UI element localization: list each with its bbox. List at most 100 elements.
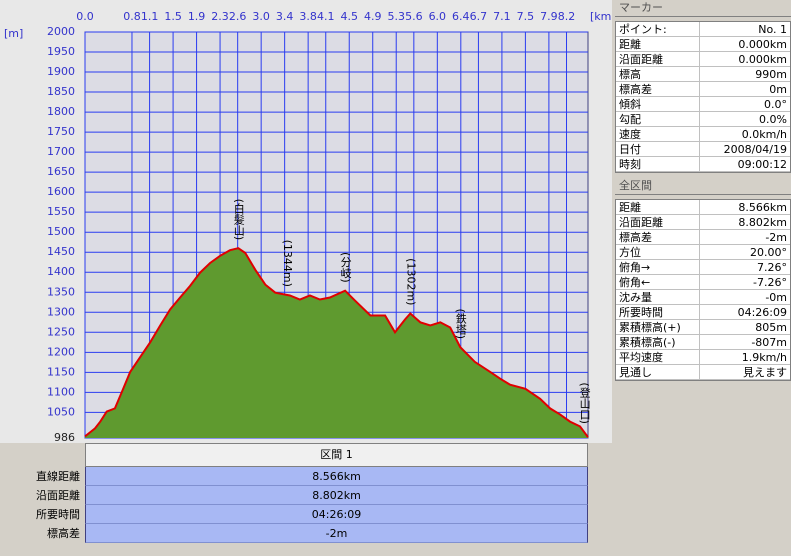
x-tick-label: 5.3	[387, 10, 405, 23]
y-tick-label: 1850	[47, 85, 75, 98]
row-label: 距離	[616, 37, 700, 51]
table-row: 方位 20.00°	[616, 245, 790, 260]
row-value: 09:00:12	[737, 158, 787, 171]
x-tick-label: 3.0	[252, 10, 270, 23]
y-tick-label: 986	[54, 431, 75, 443]
y-tick-label: 1900	[47, 65, 75, 78]
y-tick-label: 1600	[47, 185, 75, 198]
row-label: 速度	[616, 127, 700, 141]
row-value: 0.000km	[738, 53, 787, 66]
profile-line	[84, 247, 589, 438]
x-tick-label: 7.9	[540, 10, 558, 23]
summary-panel: 全区間 距離 8.566km 沿面距離 8.802km 標高差 -2m 方位 20.00° 俯角…	[615, 178, 791, 381]
waypoint-label: (登山口)	[578, 382, 591, 424]
table-row: 時刻 09:00:12	[616, 157, 790, 172]
row-value: -0m	[765, 291, 787, 304]
row-value: -807m	[751, 336, 787, 349]
table-row: 距離 0.000km	[616, 37, 790, 52]
area-fill	[85, 248, 588, 438]
row-label: 平均速度	[616, 350, 700, 364]
row-value: -7.26°	[753, 276, 787, 289]
row-value: 0.000km	[738, 38, 787, 51]
row-value: 1.9km/h	[741, 351, 787, 364]
table-row: 日付 2008/04/19	[616, 142, 790, 157]
table-row: 平均速度 1.9km/h	[616, 350, 790, 365]
row-value: 20.00°	[750, 246, 787, 259]
row-value: 04:26:09	[85, 505, 588, 524]
x-tick-label: 6.0	[429, 10, 447, 23]
section-row: 直線距離 8.566km	[0, 467, 591, 486]
y-tick-label: 1250	[47, 325, 75, 338]
table-row: 所要時間 04:26:09	[616, 305, 790, 320]
row-value: 04:26:09	[737, 306, 787, 319]
table-row: 沿面距離 8.802km	[616, 215, 790, 230]
section-table: 直線距離 8.566km 沿面距離 8.802km 所要時間 04:26:09 標高差 -2m	[0, 467, 591, 543]
y-tick-label: 1500	[47, 225, 75, 238]
section-row: 所要時間 04:26:09	[0, 505, 591, 524]
table-row: 距離 8.566km	[616, 200, 790, 215]
row-value: 見えます	[743, 366, 787, 379]
table-row: 見通し 見えます	[616, 365, 790, 380]
row-label: 沿面距離	[616, 215, 700, 229]
y-tick-label: 1150	[47, 365, 75, 378]
section-header[interactable]: 区間 1	[85, 443, 588, 467]
x-tick-label: 2.3	[211, 10, 229, 23]
y-tick-label: 1950	[47, 45, 75, 58]
section-row: 沿面距離 8.802km	[0, 486, 591, 505]
row-value: 8.802km	[85, 486, 588, 505]
marker-panel: マーカー ポイント: No. 1 距離 0.000km 沿面距離 0.000km 標高 990…	[615, 0, 791, 173]
profile-chart: [m] [km] 986 1050 1100 1150 1200 1250 1300 1350…	[0, 0, 612, 443]
y-tick-label: 1700	[47, 145, 75, 158]
x-tick-label: 7.1	[493, 10, 511, 23]
y-tick-label: 1350	[47, 285, 75, 298]
row-value: -2m	[765, 231, 787, 244]
table-row: 標高差 -2m	[616, 230, 790, 245]
x-tick-label: 4.9	[364, 10, 382, 23]
x-tick-label: 6.4	[452, 10, 470, 23]
row-label: 傾斜	[616, 97, 700, 111]
row-label: 標高差	[616, 82, 700, 96]
marker-table: ポイント: No. 1 距離 0.000km 沿面距離 0.000km 標高 990m 標高差 0…	[615, 21, 791, 173]
table-row: 沈み量 -0m	[616, 290, 790, 305]
y-tick-label: 1300	[47, 305, 75, 318]
section-row: 標高差 -2m	[0, 524, 591, 543]
waypoint-label: (1344m)	[281, 240, 294, 287]
row-label: 方位	[616, 245, 700, 259]
row-value: 0.0°	[764, 98, 787, 111]
row-label: 俯角←	[616, 275, 700, 289]
row-label: 勾配	[616, 112, 700, 126]
x-tick-label: 4.1	[317, 10, 335, 23]
row-label: 累積標高(-)	[616, 335, 700, 349]
table-row: 速度 0.0km/h	[616, 127, 790, 142]
x-tick-label: 6.7	[470, 10, 488, 23]
row-label: 所要時間	[616, 305, 700, 319]
y-tick-label: 1550	[47, 205, 75, 218]
table-row: 標高差 0m	[616, 82, 790, 97]
x-tick-label: 0.8	[123, 10, 141, 23]
panel-header: マーカー	[615, 0, 791, 17]
row-value: 8.566km	[85, 467, 588, 486]
y-tick-label: 1800	[47, 105, 75, 118]
row-value: 0.0%	[759, 113, 787, 126]
row-label: 標高	[616, 67, 700, 81]
row-label: 直線距離	[36, 470, 80, 483]
row-value: 990m	[755, 68, 787, 81]
x-tick-label: 7.5	[517, 10, 535, 23]
x-tick-label: 0.0	[76, 10, 94, 23]
row-label: 沈み量	[616, 290, 700, 304]
panel-header: 全区間	[615, 178, 791, 195]
x-tick-label: 1.5	[164, 10, 182, 23]
row-label: 時刻	[616, 157, 700, 171]
table-row: 沿面距離 0.000km	[616, 52, 790, 67]
waypoint-label: (分岐)	[339, 252, 352, 283]
section-panel: 区間 1 直線距離 8.566km 沿面距離 8.802km 所要時間 04:26:09 標…	[0, 443, 591, 543]
x-tick-label: 5.6	[405, 10, 423, 23]
x-tick-label: 8.2	[558, 10, 576, 23]
row-value: 0.0km/h	[741, 128, 787, 141]
x-axis-label: [km]	[590, 10, 612, 23]
y-axis-label: [m]	[4, 27, 23, 40]
y-tick-label: 1450	[47, 245, 75, 258]
row-value: No. 1	[758, 23, 787, 36]
row-label: 累積標高(+)	[616, 320, 700, 334]
